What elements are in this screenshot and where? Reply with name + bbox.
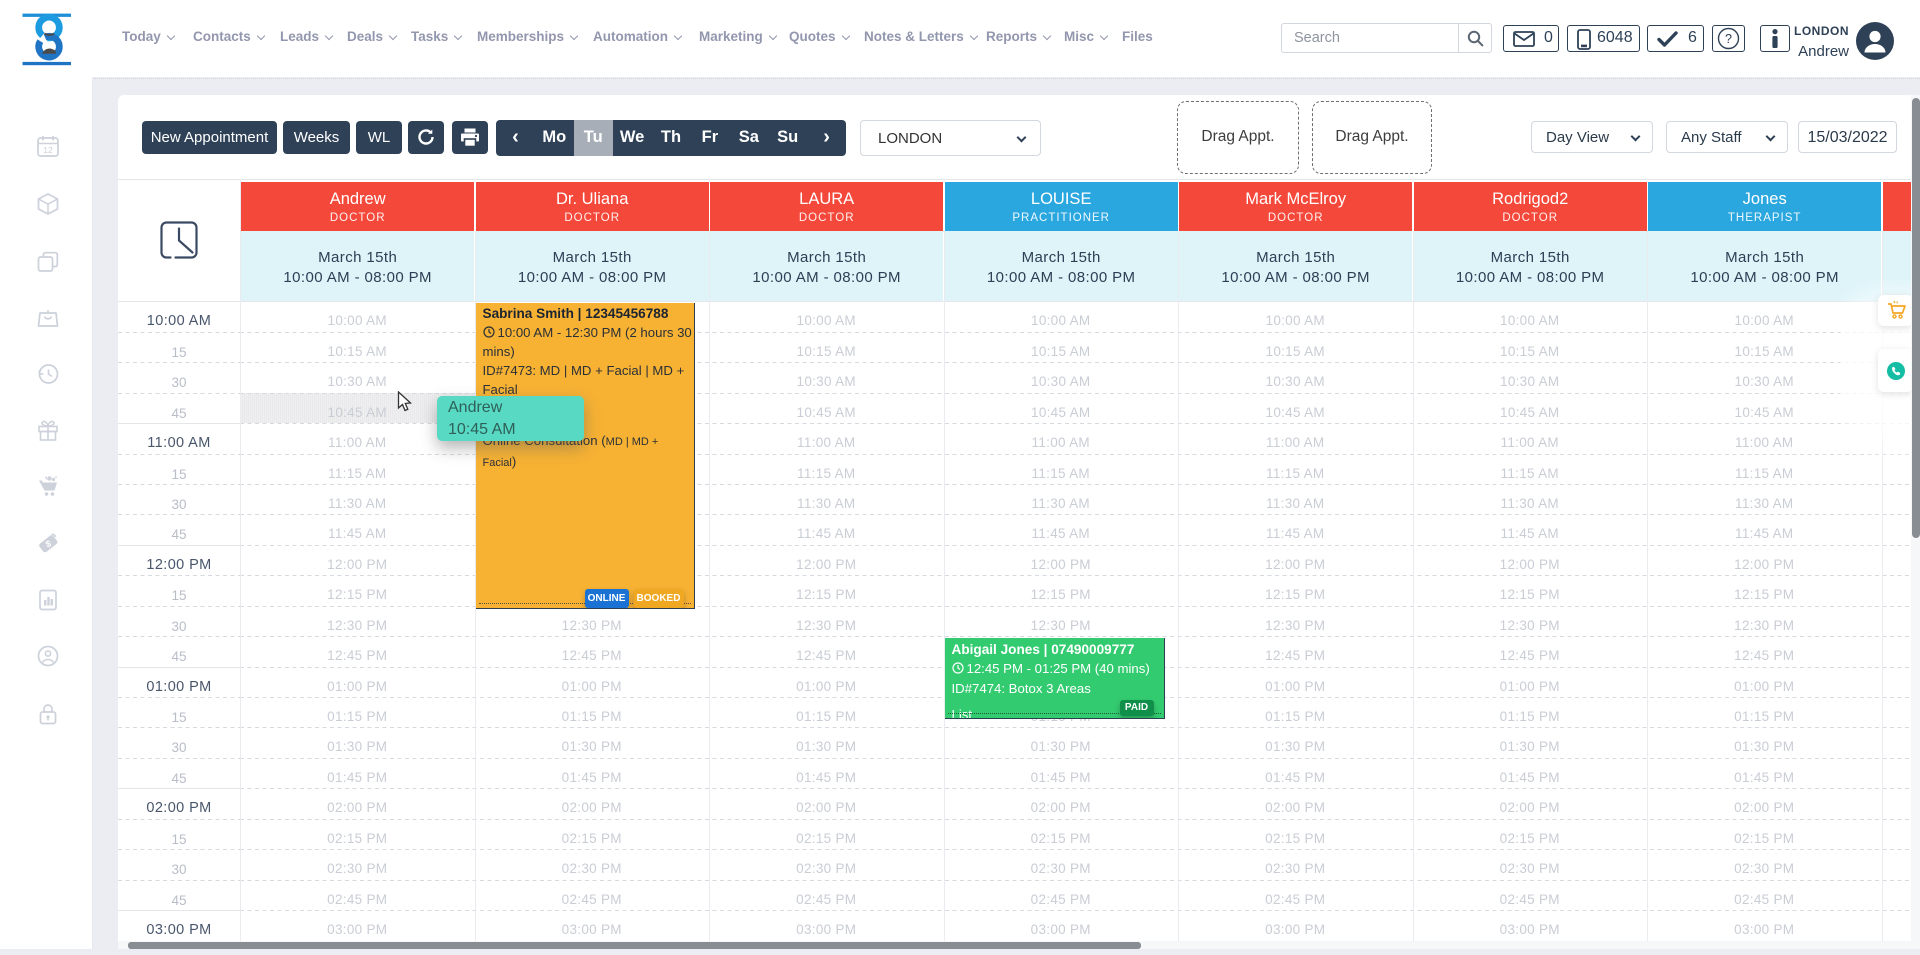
- svg-text:$: $: [44, 538, 52, 549]
- svg-text:?: ?: [1725, 32, 1732, 46]
- svg-text:12: 12: [43, 145, 53, 155]
